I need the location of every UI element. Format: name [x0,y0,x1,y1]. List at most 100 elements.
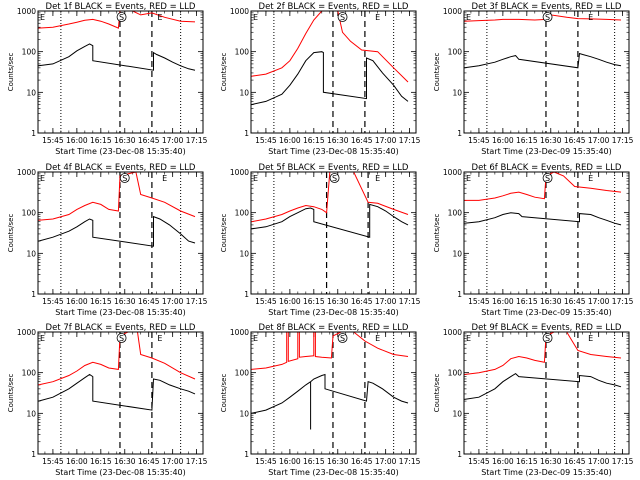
x-tick-label: 16:45 [138,457,160,466]
x-tick-label: 16:45 [138,136,160,145]
y-tick-label: 1 [31,290,36,299]
y-tick-label: 10 [452,249,462,258]
lld-series-line [38,11,196,29]
start-marker-label: S [340,13,345,22]
x-tick-label: 17:15 [399,297,421,306]
y-axis-label: Counts/sec [220,374,228,413]
chart-panel: Det 6f BLACK = Events, RED = LLD Counts/s… [433,163,634,317]
y-tick-label: 1 [457,129,462,138]
x-tick-label: 16:45 [564,136,586,145]
x-tick-label: 16:15 [516,297,538,306]
y-tick-label: 1 [457,450,462,459]
x-tick-label: 16:15 [303,457,325,466]
chart-title: Det 5f BLACK = Events, RED = LLD [259,163,409,173]
x-tick-label: 16:30 [114,457,136,466]
events-series-line [38,215,196,247]
x-tick-label: 17:15 [399,457,421,466]
y-axis-label: Counts/sec [220,214,228,253]
chart-panel: Det 9f BLACK = Events, RED = LLD Counts/s… [433,323,634,477]
y-tick-label: 1000 [443,168,462,177]
y-tick-label: 1 [244,450,249,459]
plot-frame [37,331,204,455]
end-marker-label: E [588,334,593,343]
x-tick-label: 16:00 [66,136,88,145]
start-marker [542,12,553,22]
y-tick-label: 100 [22,369,37,378]
y-tick-label: 1000 [230,7,249,16]
plot-frame [463,331,630,455]
lld-series-line [464,14,622,22]
plot-frame [37,171,204,295]
x-axis-label: Start Time (23-Dec-08 15:35:40) [55,147,186,156]
y-tick-label: 100 [235,209,250,218]
y-axis-label: Counts/sec [7,374,15,413]
lld-series-line [38,332,196,386]
start-marker-label: S [122,174,127,183]
y-axis-label: Counts/sec [433,53,441,92]
plot-frame [250,331,417,455]
plot-frame [463,171,630,295]
x-tick-label: 17:15 [186,297,208,306]
plot-frame [463,10,630,134]
chart-panel: Det 1f BLACK = Events, RED = LLD Counts/s… [7,2,208,156]
start-marker [116,12,127,22]
events-series-line [464,52,622,69]
x-tick-label: 16:30 [327,297,349,306]
y-tick-label: 1000 [443,7,462,16]
plot-frame [37,10,204,134]
left-edge-marker-label: E [466,334,471,343]
x-tick-label: 15:45 [468,297,490,306]
chart-title: Det 3f BLACK = Events, RED = LLD [472,2,622,12]
end-marker-label: E [375,13,380,22]
end-marker-label: E [157,334,162,343]
y-tick-label: 10 [239,249,249,258]
lld-series-line [251,172,409,223]
y-tick-label: 1 [31,129,36,138]
x-axis-label: Start Time (23-Dec-09 15:35:40) [481,147,612,156]
lld-series-line [464,172,622,201]
y-tick-label: 10 [26,249,36,258]
y-tick-label: 10 [452,409,462,418]
x-tick-label: 16:00 [492,136,514,145]
y-tick-label: 100 [448,369,463,378]
chart-panel: Det 4f BLACK = Events, RED = LLD Counts/s… [7,163,208,317]
x-tick-label: 16:45 [351,457,373,466]
start-marker [542,173,553,183]
events-series-line [464,372,622,400]
chart-panel: Det 2f BLACK = Events, RED = LLD Counts/s… [220,2,421,156]
lld-series-line [464,332,622,375]
y-tick-label: 1 [244,290,249,299]
chart-title: Det 1f BLACK = Events, RED = LLD [46,2,196,12]
start-marker [337,12,348,22]
x-tick-label: 16:30 [327,457,349,466]
y-tick-label: 100 [235,369,250,378]
chart-title: Det 2f BLACK = Events, RED = LLD [259,2,409,12]
x-tick-label: 16:00 [279,457,301,466]
x-tick-label: 16:30 [540,297,562,306]
y-tick-label: 1 [244,129,249,138]
start-marker-label: S [119,13,124,22]
start-marker-label: S [119,334,124,343]
start-marker [542,333,553,343]
x-tick-label: 16:45 [564,297,586,306]
x-tick-label: 16:45 [564,457,586,466]
x-tick-label: 15:45 [255,136,277,145]
end-marker-label: E [375,174,380,183]
x-tick-label: 17:15 [612,297,634,306]
x-tick-label: 17:00 [375,297,397,306]
x-tick-label: 16:45 [351,136,373,145]
start-marker-label: S [332,174,337,183]
x-tick-label: 15:45 [42,136,64,145]
left-edge-marker-label: E [466,174,471,183]
events-series-line [251,203,409,238]
x-axis-label: Start Time (23-Dec-09 15:35:40) [481,468,612,477]
x-tick-label: 16:30 [114,136,136,145]
left-edge-marker-label: E [40,334,45,343]
events-series-line [38,373,196,411]
left-edge-marker-label: E [253,334,258,343]
events-series-line [251,373,409,430]
y-tick-label: 100 [235,48,250,57]
x-axis-label: Start Time (23-Dec-09 15:35:40) [481,308,612,317]
y-tick-label: 10 [239,409,249,418]
x-tick-label: 17:00 [162,136,184,145]
